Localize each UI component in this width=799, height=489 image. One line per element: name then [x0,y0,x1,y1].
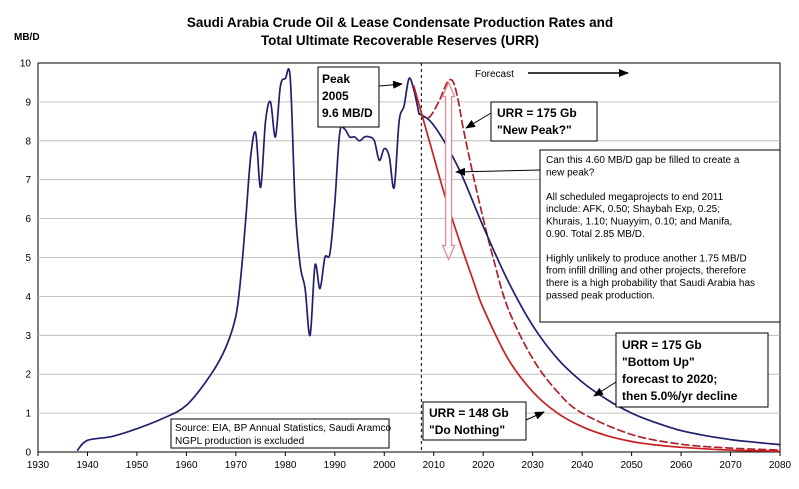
gap-arrow [441,80,456,262]
source-note: Source: EIA, BP Annual Statistics, Saudi… [170,418,391,449]
gap-note-line: there is a high probability that Saudi A… [546,278,755,289]
y-tick-label: 4 [25,292,31,303]
y-tick-label: 6 [25,214,31,225]
y-tick-label: 2 [25,370,31,381]
urr-new-peak-line-2: "New Peak?" [497,123,572,137]
gap-note-line: passed peak production. [546,290,655,301]
gap-note-line: new peak? [546,167,595,178]
urr-bottom-up-annotation: URR = 175 Gb "Bottom Up" forecast to 202… [593,332,769,408]
y-axis-label: MB/D [14,32,40,43]
x-tick-label: 1960 [175,460,198,471]
gap-note-line: include: AFK, 0.50; Shaybah Exp, 0.25; [546,204,720,215]
source-line-1: Source: EIA, BP Annual Statistics, Saudi… [175,423,391,434]
urr-do-nothing-line-1: URR = 148 Gb [429,406,509,420]
x-tick-label: 1980 [274,460,297,471]
x-tick-label: 2080 [769,460,792,471]
gap-note-line: Khurais, 1.10; Nuayyim, 0.10; and Manifa… [546,217,732,228]
peak-label-line-1: Peak [322,72,350,86]
gap-double-arrow [441,80,456,262]
forecast-label: Forecast [475,69,514,80]
x-tick-label: 2040 [571,460,594,471]
urr-bottom-up-line-4: then 5.0%/yr decline [622,389,738,403]
y-tick-label: 9 [25,97,31,108]
peak-annotation: Peak 2005 9.6 MB/D [317,66,403,128]
y-tick-label: 5 [25,253,31,264]
urr-do-nothing-annotation: URR = 148 Gb "Do Nothing" [422,401,545,441]
x-tick-label: 1970 [225,460,248,471]
chart-subtitle: Total Ultimate Recoverable Reserves (URR… [261,33,539,48]
y-tick-label: 1 [25,409,31,420]
urr-do-nothing-line-2: "Do Nothing" [429,423,505,437]
x-tick-label: 1950 [126,460,149,471]
gap-note-line: All scheduled megaprojects to end 2011 [546,192,724,203]
x-tick-label: 1930 [27,460,50,471]
series-line-forecast_175_new_peak [418,78,781,451]
series-line-forecast_148_do_nothing [413,85,781,453]
peak-label-line-2: 2005 [322,89,349,103]
gap-note-line: Can this 4.60 MB/D gap be filled to crea… [546,155,740,166]
x-tick-label: 2000 [373,460,396,471]
x-tick-label: 2010 [423,460,446,471]
x-tick-label: 1990 [324,460,347,471]
y-tick-labels: 0 1 2 3 4 5 6 7 8 9 10 [20,59,32,459]
y-tick-label: 3 [25,331,31,342]
x-tick-label: 2030 [522,460,545,471]
y-tick-label: 10 [20,59,32,70]
peak-label-line-3: 9.6 MB/D [322,106,373,120]
gap-note-line: Highly unlikely to produce another 1.75 … [546,253,747,264]
x-tick-labels: 1930 1940 1950 1960 1970 1980 1990 2000 2010 2020… [27,452,792,471]
chart-title: Saudi Arabia Crude Oil & Lease Condensat… [187,15,613,30]
gap-note-line: from infill drilling and other projects,… [546,266,747,277]
y-tick-label: 7 [25,175,31,186]
urr-bottom-up-line-2: "Bottom Up" [622,355,695,369]
y-tick-label: 0 [25,448,31,459]
x-tick-label: 2050 [620,460,643,471]
source-line-2: NGPL production is excluded [175,436,304,447]
gap-note-line: 0.90. Total 2.85 MB/D. [546,229,645,240]
urr-new-peak-annotation: URR = 175 Gb "New Peak?" [465,101,598,142]
y-tick-label: 8 [25,136,31,147]
urr-new-peak-line-1: URR = 175 Gb [497,106,577,120]
urr-bottom-up-line-1: URR = 175 Gb [622,338,702,352]
series-line-historical [76,68,420,451]
gap-note-annotation: Can this 4.60 MB/D gap be filled to crea… [455,149,781,323]
urr-bottom-up-line-3: forecast to 2020; [622,372,717,386]
x-tick-label: 2060 [670,460,693,471]
x-tick-label: 1940 [76,460,99,471]
x-tick-label: 2020 [472,460,495,471]
x-tick-label: 2070 [719,460,742,471]
